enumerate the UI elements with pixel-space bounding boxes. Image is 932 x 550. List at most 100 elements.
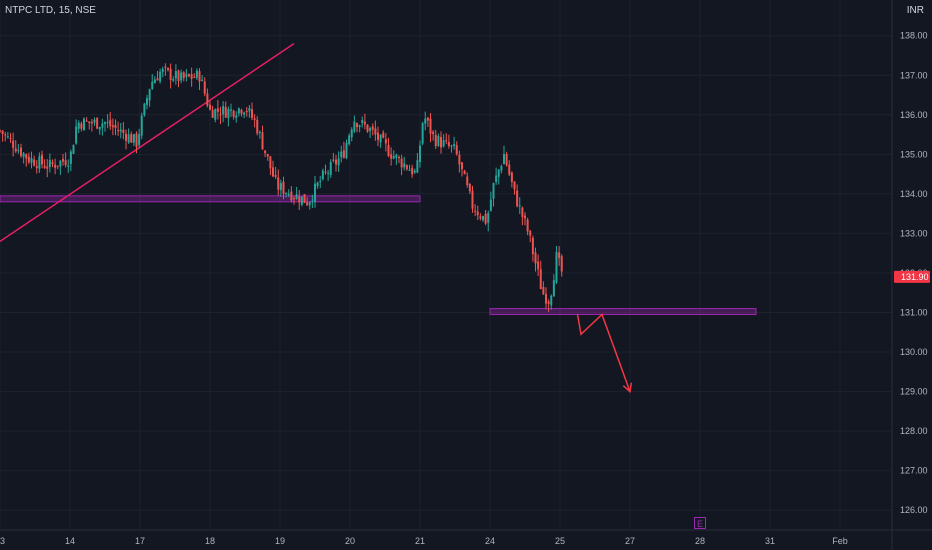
support-zones[interactable] [0, 195, 757, 315]
candle-body [529, 231, 532, 236]
candle-body [356, 123, 358, 128]
candle-body [379, 134, 382, 143]
candle-body [174, 71, 177, 79]
candle-body [484, 213, 487, 224]
candle-body [101, 123, 104, 128]
candle-body [9, 137, 12, 139]
trendline-layer[interactable] [0, 43, 295, 242]
candle-body [72, 145, 75, 154]
price-axis[interactable]: 138.00137.00136.00135.00134.00133.00132.… [900, 31, 928, 516]
candle-body [463, 170, 466, 175]
projection-arrowhead[interactable] [622, 382, 633, 394]
candle-body [279, 183, 282, 191]
projection-path[interactable] [576, 313, 631, 392]
candle-body [524, 215, 526, 219]
candle-body [253, 118, 256, 120]
candle-body [492, 183, 495, 199]
candle-body [22, 153, 25, 157]
time-tick-label: 14 [65, 536, 75, 546]
candle-body [458, 154, 461, 165]
projection-layer[interactable] [576, 313, 633, 394]
candle-body [245, 111, 248, 113]
candle-body [106, 121, 109, 123]
candle-body [235, 115, 238, 119]
candle-body [405, 165, 408, 170]
candle-body [83, 118, 85, 131]
candle-body [264, 150, 267, 154]
candle-body [41, 154, 43, 165]
candle-body [390, 154, 393, 159]
candle-body [272, 167, 274, 177]
candle-body [77, 122, 80, 129]
candle-body [261, 132, 264, 150]
candle-body [130, 134, 133, 143]
candle-body [190, 74, 193, 79]
candle-body [513, 181, 516, 190]
rising-trendline[interactable] [0, 43, 295, 242]
candle-body [413, 170, 416, 173]
candle-body [437, 135, 440, 146]
time-tick-label: 20 [345, 536, 355, 546]
candle-body [411, 167, 414, 175]
candle-body [416, 160, 419, 173]
symbol-title[interactable]: NTPC LTD, 15, NSE [5, 5, 96, 16]
candle-body [479, 216, 482, 219]
candle-body [216, 108, 219, 112]
candle-body [306, 202, 309, 206]
candle-body [500, 166, 503, 171]
candle-body [558, 252, 561, 258]
price-tick-label: 127.00 [900, 466, 928, 476]
candle-body [211, 109, 214, 118]
candle-body [290, 191, 293, 201]
candle-body [1, 130, 4, 135]
candle-body [424, 118, 427, 124]
candle-body [96, 117, 99, 129]
candle-body [287, 193, 290, 195]
candle-body [285, 192, 288, 194]
candle-body [198, 71, 201, 82]
candle-body [56, 165, 59, 167]
last-price-tag: 131.90 [894, 270, 930, 283]
time-tick-label: 28 [695, 536, 705, 546]
candle-body [521, 207, 524, 218]
candle-body [48, 159, 51, 168]
candle-body [90, 121, 93, 124]
price-tick-label: 138.00 [900, 31, 928, 41]
candle-body [12, 140, 15, 149]
support-zone-rectangle[interactable] [489, 308, 757, 315]
time-axis[interactable]: 13 14 17 18 19 20 21 24 25 27 28 31 Feb [0, 536, 848, 546]
candle-body [193, 77, 196, 79]
candle-body [382, 132, 385, 138]
candle-body [545, 293, 547, 304]
candle-body [308, 202, 311, 206]
candle-body [93, 119, 96, 123]
candle-body [258, 132, 261, 134]
candle-body [25, 154, 28, 159]
candle-body [495, 175, 498, 183]
candle-body [421, 123, 424, 144]
candle-body [319, 180, 322, 182]
candle-body [560, 256, 563, 272]
candle-body [214, 109, 217, 120]
time-tick-label: 17 [135, 536, 145, 546]
candle-body [363, 121, 366, 125]
candle-body [461, 162, 463, 170]
currency-label[interactable]: INR [906, 5, 924, 16]
candle-body [442, 140, 445, 147]
candle-body [403, 163, 406, 168]
support-zone-rectangle[interactable] [0, 195, 421, 203]
candle-body [335, 159, 337, 165]
earnings-event-badge[interactable]: E [694, 517, 706, 529]
candle-body [432, 131, 435, 135]
candle-body [429, 118, 432, 134]
candle-body [143, 103, 146, 116]
candle-body [122, 129, 125, 134]
candle-body [348, 135, 351, 145]
candle-body [256, 119, 259, 134]
candle-body [125, 133, 127, 141]
candle-body [54, 164, 57, 168]
candle-body [274, 175, 277, 177]
candle-body [85, 120, 88, 122]
time-tick-label: 13 [0, 536, 5, 546]
